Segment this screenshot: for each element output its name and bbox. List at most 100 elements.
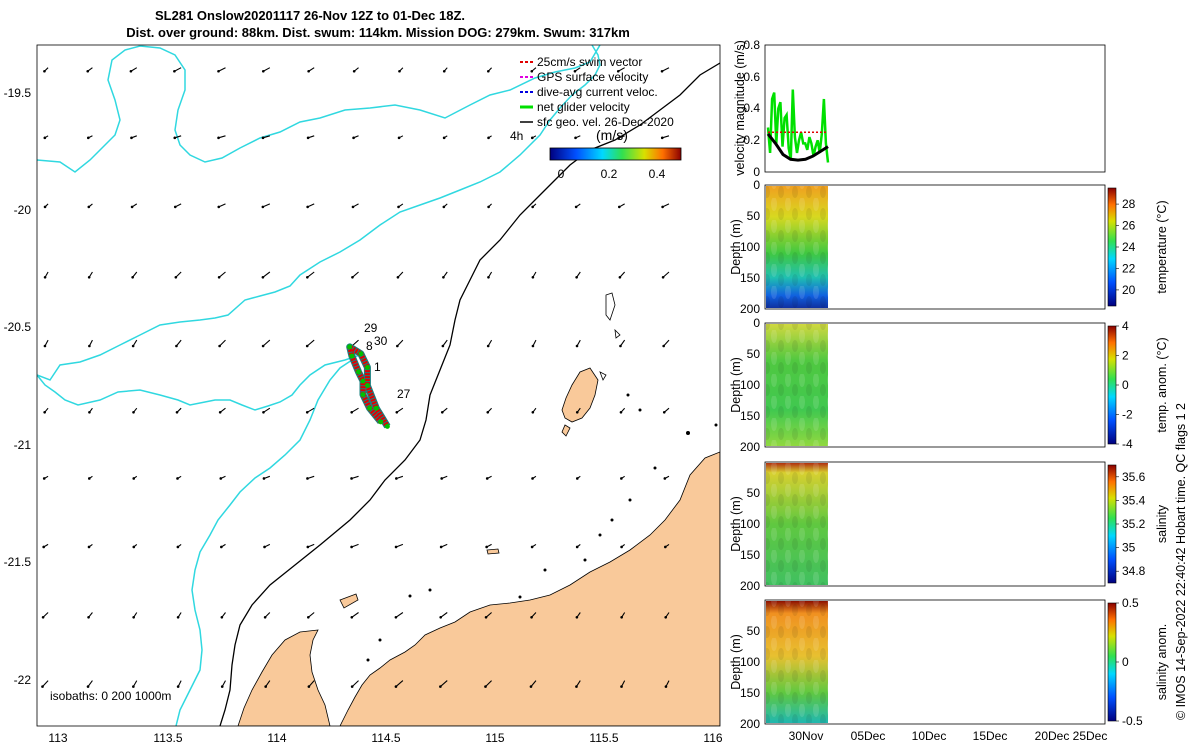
velocity-vector	[87, 271, 93, 279]
colorbar-label: temp. anom. (°C)	[1155, 337, 1169, 432]
map-ytick--20: -20	[14, 203, 32, 217]
track-label-29: 29	[364, 321, 378, 335]
velocity-vector	[307, 612, 315, 619]
velocity-vector	[620, 543, 626, 549]
heatmap-texture	[766, 324, 828, 446]
colorbar-tick: 0	[1122, 378, 1129, 392]
heatmap-panel-4: 50 100 150 200 Depth (m) -0.5 0 0.5 salinity ano…	[729, 596, 1169, 743]
depth-tick: 200	[740, 440, 760, 454]
velocity-vector	[350, 680, 359, 688]
velocity-vector	[175, 339, 182, 348]
depth-tick: 100	[740, 240, 760, 254]
map-ytick--21.5: -21.5	[4, 555, 32, 569]
heatmap-colorbar	[1107, 187, 1117, 307]
velocity-vector	[132, 407, 138, 414]
velocity-vector	[660, 67, 670, 73]
velocity-vector	[176, 612, 182, 619]
map-xtick-113.5: 113.5	[153, 731, 182, 745]
velocity-vector	[88, 407, 93, 414]
velocity-vector	[575, 543, 581, 549]
velocity-vector	[174, 271, 182, 279]
map-xtick-114.5: 114.5	[371, 731, 400, 745]
velocity-vector	[441, 339, 448, 348]
velocity-vector	[661, 203, 670, 209]
velocity-vector	[439, 612, 448, 619]
velocity-vector	[218, 339, 226, 348]
velocity-series-line	[766, 132, 829, 162]
velocity-vector	[617, 203, 625, 209]
velocity-vector	[352, 67, 359, 73]
colorbar-tick: -4	[1122, 437, 1133, 451]
velocity-vector	[575, 475, 581, 480]
velocity-vector	[352, 135, 359, 140]
velocity-vector	[264, 680, 271, 688]
heatmap-colorbar	[1107, 464, 1117, 584]
velocity-vector	[440, 475, 448, 480]
velocity-vector	[619, 339, 626, 348]
velocity-vector	[263, 543, 271, 549]
velocity-vector	[43, 339, 49, 348]
map-xtick-115: 115	[485, 731, 504, 745]
depth-tick: 50	[747, 486, 761, 500]
velocity-vector	[87, 203, 93, 209]
velocity-vector	[350, 543, 359, 549]
velocity-vector	[531, 203, 537, 209]
velocity-vector	[575, 271, 581, 279]
velocity-vector	[87, 612, 93, 619]
velocity-vector	[88, 475, 93, 480]
colorbar-label: salinity	[1155, 504, 1169, 543]
velocity-vector	[306, 271, 315, 279]
velocity-vector	[305, 339, 315, 348]
velocity-vector	[42, 543, 49, 549]
colorbar-tick: 26	[1122, 219, 1136, 233]
velocity-vector	[220, 543, 226, 549]
velocity-vector	[442, 203, 448, 209]
map-title-line1: SL281 Onslow20201117 26-Nov 12Z to 01-De…	[155, 8, 465, 23]
heatmap-panel-2: 0 50 100 150 200 Depth (m) -4 -2 0 2 4 temp. anom. …	[729, 316, 1169, 454]
legend-sfc-geo-vel: sfc geo. vel. 26-Dec-2020	[537, 115, 674, 129]
velocity-vector	[173, 67, 182, 73]
colorbar-unit-label: (m/s)	[596, 127, 628, 143]
velocity-vector	[350, 475, 359, 480]
velocity-vector	[664, 612, 670, 619]
velocity-vector	[306, 203, 315, 209]
heatmap-panel-3: 50 100 150 200 Depth (m) 34.8 35 35.2 35.4 35.6 sa…	[729, 461, 1169, 593]
velocity-vector	[487, 67, 492, 73]
legend-swim-vector: 25cm/s swim vector	[537, 55, 642, 69]
velocity-vector	[42, 475, 49, 480]
velocity-vector	[305, 407, 315, 414]
velocity-vector	[219, 475, 226, 480]
colorbar-tick: -2	[1122, 408, 1133, 422]
velocity-vector	[86, 67, 93, 73]
velocity-vector	[43, 203, 49, 209]
velocity-vector	[175, 407, 182, 414]
depth-tick: 50	[747, 209, 761, 223]
velocity-vector	[530, 543, 537, 549]
velocity-vector	[43, 271, 49, 279]
colorbar-tick-0: 0	[558, 167, 565, 181]
map-panel: SL281 Onslow20201117 26-Nov 12Z to 01-De…	[4, 8, 723, 745]
velocity-vector	[176, 543, 182, 549]
colorbar-tick: 22	[1122, 261, 1136, 275]
velocity-vector	[307, 67, 315, 73]
velocity-vector	[530, 67, 537, 73]
velocity-vector	[173, 203, 182, 209]
map-xtick-116: 116	[703, 731, 722, 745]
velocity-vector	[663, 475, 670, 480]
velocity-vector	[262, 475, 271, 480]
velocity-vector	[43, 407, 49, 414]
velocity-vector	[486, 407, 492, 414]
colorbar-tick: 20	[1122, 283, 1136, 297]
colorbar-tick: 28	[1122, 197, 1136, 211]
velocity-vector	[617, 135, 625, 140]
map-xtick-113: 113	[48, 731, 67, 745]
velocity-vector	[351, 271, 359, 279]
track-point	[347, 344, 353, 350]
velocity-vector	[132, 543, 138, 549]
velocity-vector	[398, 67, 404, 73]
map-ytick--20.5: -20.5	[4, 320, 32, 334]
velocity-vector	[530, 135, 537, 140]
velocity-vector	[263, 612, 271, 619]
map-legend: 25cm/s swim vector GPS surface velocity …	[510, 55, 682, 181]
